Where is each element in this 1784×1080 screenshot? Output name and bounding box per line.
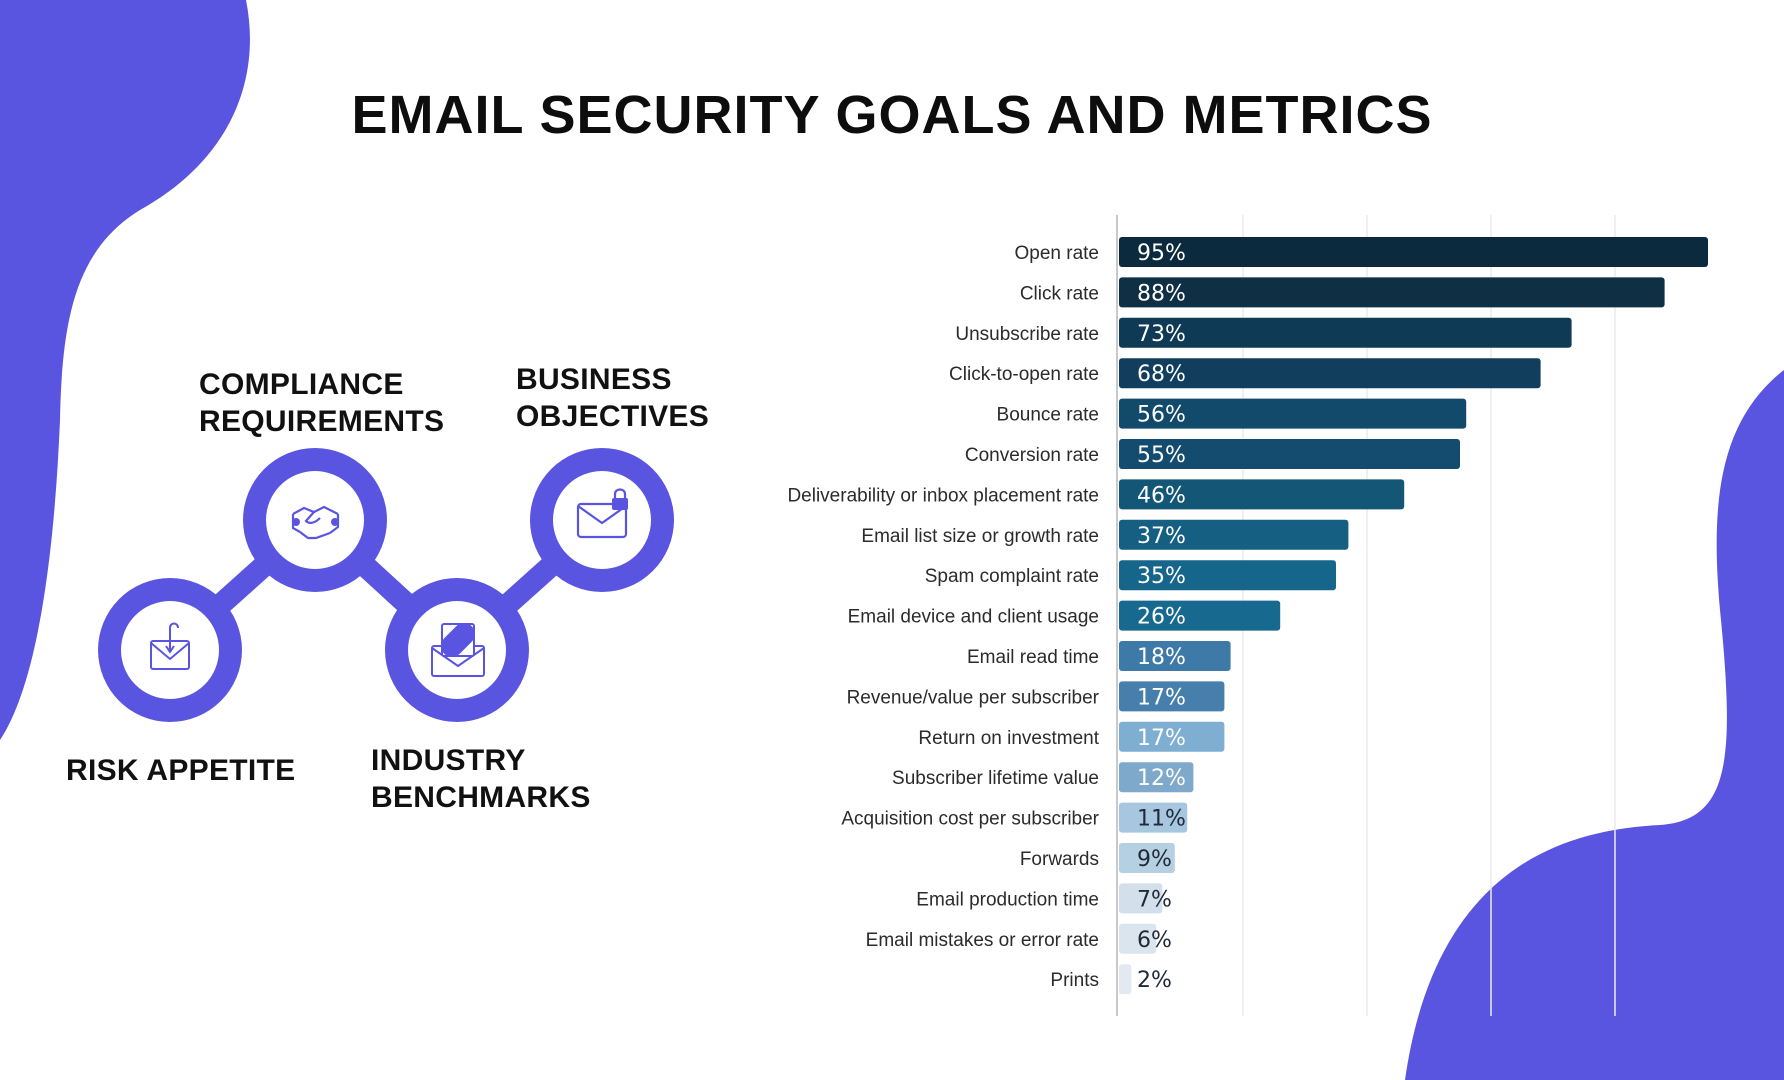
top-left-blob: [0, 0, 250, 740]
bar: [1119, 398, 1467, 429]
bar: [1119, 439, 1460, 469]
value-label: 95%: [1137, 241, 1186, 266]
bar: [1119, 560, 1336, 591]
category-label: Forwards: [1020, 849, 1099, 870]
category-label: Email list size or growth rate: [861, 526, 1099, 547]
category-label: Email device and client usage: [848, 607, 1099, 628]
value-label: 7%: [1137, 887, 1172, 912]
bar: [1119, 802, 1188, 833]
business-objectives-line-2: OBJECTIVES: [516, 400, 710, 433]
business-objectives-line-1: BUSINESS: [516, 363, 672, 396]
risk-appetite-node: [98, 578, 242, 722]
bar: [1119, 237, 1708, 267]
business-objectives-label: BUSINESS OBJECTIVES: [516, 361, 709, 435]
value-label: 55%: [1137, 443, 1186, 468]
risk-appetite-label: RISK APPETITE: [66, 752, 296, 789]
handshake-icon: [291, 505, 340, 540]
chart-bars: [1119, 237, 1708, 995]
category-label: Email read time: [967, 647, 1099, 668]
bar: [1119, 923, 1157, 954]
value-label: 56%: [1137, 403, 1186, 428]
category-label: Email mistakes or error rate: [866, 930, 1099, 951]
value-label: 2%: [1137, 968, 1172, 993]
page-title: EMAIL SECURITY GOALS AND METRICS: [351, 85, 1433, 145]
category-label: Click-to-open rate: [949, 364, 1099, 385]
value-label: 88%: [1137, 281, 1186, 306]
value-label: 17%: [1137, 726, 1186, 751]
category-label: Subscriber lifetime value: [892, 768, 1099, 789]
bar: [1119, 358, 1541, 389]
industry-benchmarks-line-2: BENCHMARKS: [371, 781, 591, 814]
bar: [1119, 641, 1231, 671]
chart-category-labels: Open rate Click rate Unsubscribe rate Click…: [787, 243, 1099, 991]
bottom-right-blob: [1405, 370, 1784, 1080]
goals-diagram: [98, 448, 674, 722]
chart-value-labels: 95% 88% 73% 68% 56% 55% 46% 37% 35% 26% 18% 17% 17% 1…: [1137, 241, 1186, 993]
category-label: Revenue/value per subscriber: [847, 687, 1100, 708]
value-label: 73%: [1137, 322, 1186, 347]
value-label: 26%: [1137, 605, 1186, 630]
value-label: 37%: [1137, 524, 1186, 549]
compliance-requirements-line-1: COMPLIANCE: [199, 368, 404, 401]
value-label: 35%: [1137, 564, 1186, 589]
industry-benchmarks-node: [385, 578, 529, 722]
category-label: Prints: [1050, 970, 1099, 991]
category-label: Open rate: [1015, 243, 1100, 264]
category-label: Return on investment: [918, 728, 1099, 749]
value-label: 46%: [1137, 483, 1186, 508]
bar: [1119, 964, 1132, 995]
value-label: 9%: [1137, 847, 1172, 872]
category-label: Deliverability or inbox placement rate: [787, 485, 1099, 506]
category-label: Spam complaint rate: [925, 566, 1099, 587]
bar: [1119, 762, 1194, 793]
bar: [1119, 317, 1572, 348]
value-label: 18%: [1137, 645, 1186, 670]
value-label: 17%: [1137, 685, 1186, 710]
value-label: 12%: [1137, 766, 1186, 791]
phishing-envelope-icon: [150, 622, 190, 670]
bar: [1119, 721, 1225, 752]
category-label: Conversion rate: [965, 445, 1099, 466]
bar: [1119, 600, 1281, 631]
bar: [1119, 681, 1225, 712]
category-label: Email production time: [916, 889, 1099, 910]
compliance-requirements-node: [243, 448, 387, 592]
industry-benchmarks-label: INDUSTRY BENCHMARKS: [371, 742, 591, 816]
compliance-requirements-label: COMPLIANCE REQUIREMENTS: [199, 366, 444, 440]
bar: [1119, 479, 1405, 510]
locked-envelope-icon: [576, 488, 628, 539]
bar: [1119, 277, 1665, 308]
bar: [1119, 519, 1349, 550]
business-objectives-node: [530, 448, 674, 592]
blocked-letter-icon: [431, 623, 485, 677]
bar: [1119, 843, 1175, 873]
compliance-requirements-line-2: REQUIREMENTS: [199, 405, 445, 438]
value-label: 68%: [1137, 362, 1186, 387]
value-label: 6%: [1137, 928, 1172, 953]
category-label: Unsubscribe rate: [955, 324, 1099, 345]
bar: [1119, 883, 1163, 914]
category-label: Bounce rate: [997, 405, 1099, 426]
industry-benchmarks-line-1: INDUSTRY: [371, 744, 526, 777]
value-label: 11%: [1137, 807, 1186, 832]
category-label: Acquisition cost per subscriber: [841, 809, 1099, 830]
category-label: Click rate: [1020, 283, 1099, 304]
risk-appetite-line-1: RISK APPETITE: [66, 754, 296, 787]
